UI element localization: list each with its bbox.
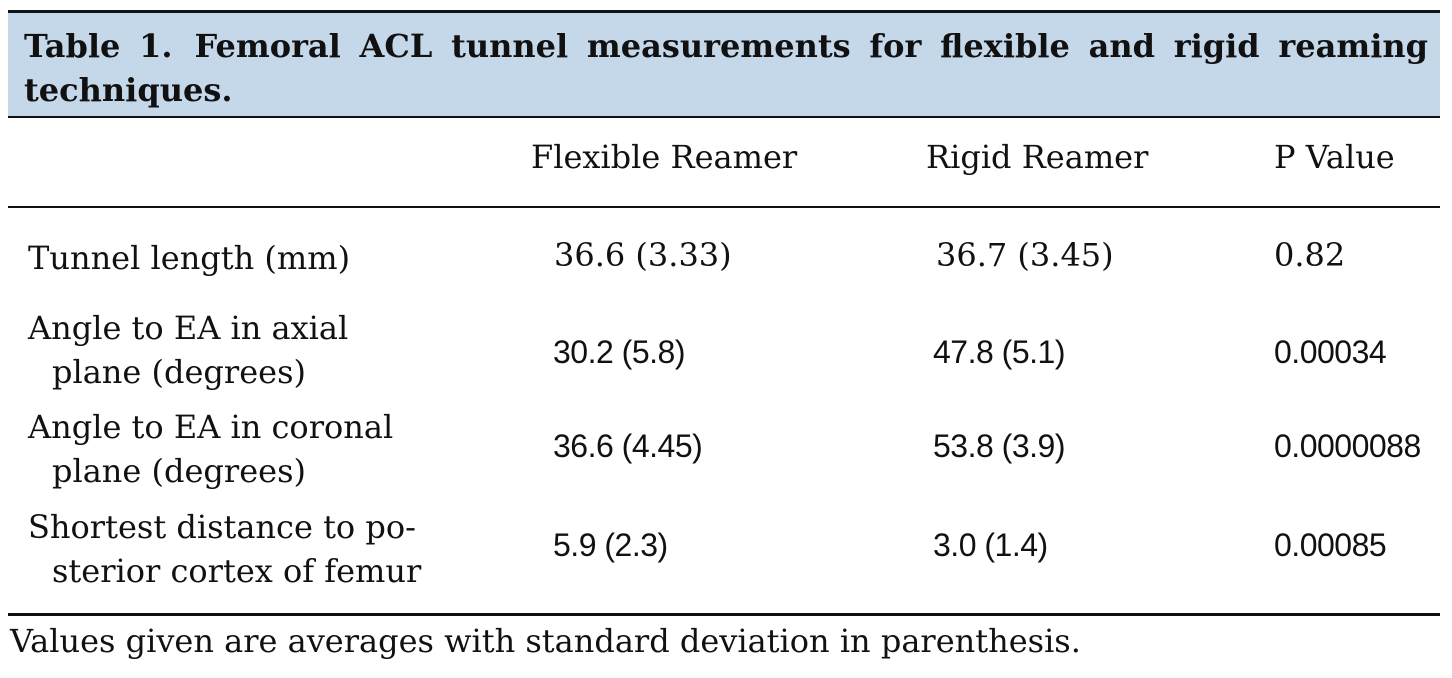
table-number: Table 1.	[24, 27, 173, 65]
row-label-line2: plane (degrees)	[52, 452, 306, 490]
row-label-line1: Angle to EA in axial	[28, 309, 349, 347]
rigid-value: 53.8 (3.9)	[933, 428, 1065, 464]
table-body: Tunnel length (mm) 36.6 (3.33) 36.7 (3.4…	[8, 208, 1440, 616]
flexible-value: 30.2 (5.8)	[553, 334, 685, 370]
row-label: Angle to EA in axial plane (degrees)	[28, 306, 348, 394]
row-label: Angle to EA in coronal plane (degrees)	[28, 405, 393, 493]
column-header-rigid: Rigid Reamer	[926, 138, 1149, 176]
measurements-table: Table 1. Femoral ACL tunnel measurements …	[8, 10, 1440, 616]
p-value: 0.0000088	[1274, 428, 1421, 464]
flexible-value: 5.9 (2.3)	[553, 527, 668, 563]
row-label: Tunnel length (mm)	[28, 236, 350, 280]
row-label-line1: Tunnel length (mm)	[28, 239, 351, 277]
rigid-value: 3.0 (1.4)	[933, 527, 1048, 563]
flexible-value: 36.6 (4.45)	[553, 428, 703, 464]
column-header-p-value: P Value	[1274, 138, 1395, 176]
column-header-row: Flexible Reamer Rigid Reamer P Value	[8, 118, 1440, 208]
rigid-value: 47.8 (5.1)	[933, 334, 1065, 370]
table-caption: Table 1. Femoral ACL tunnel measurements …	[8, 10, 1440, 118]
row-label: Shortest distance to po- sterior cortex …	[28, 505, 421, 593]
rigid-value: 36.7 (3.45)	[936, 236, 1114, 274]
p-value: 0.00034	[1274, 334, 1387, 370]
row-label-line2: sterior cortex of femur	[52, 552, 422, 590]
table-footnote: Values given are averages with standard …	[10, 622, 1081, 660]
column-header-flexible: Flexible Reamer	[531, 138, 798, 176]
row-label-line1: Shortest distance to po-	[28, 508, 416, 546]
flexible-value: 36.6 (3.33)	[554, 236, 732, 274]
table-title: Femoral ACL tunnel measurements for flex…	[24, 27, 1429, 109]
p-value: 0.82	[1274, 236, 1346, 274]
row-label-line2: plane (degrees)	[52, 353, 306, 391]
row-label-line1: Angle to EA in coronal	[28, 408, 394, 446]
p-value: 0.00085	[1274, 527, 1387, 563]
